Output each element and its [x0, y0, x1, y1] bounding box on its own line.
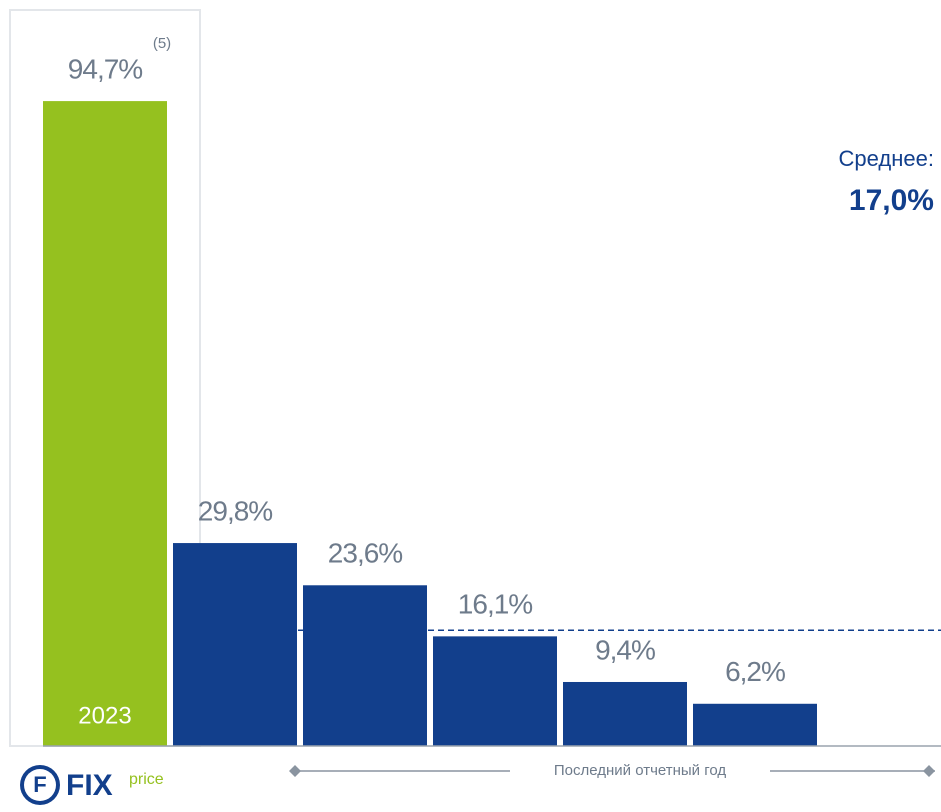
value-label: 29,8% — [198, 495, 272, 526]
logo-mark: F — [33, 772, 46, 797]
bar — [433, 636, 557, 746]
bar — [563, 681, 687, 746]
average-value: 17,0% — [849, 184, 934, 217]
period-gap — [510, 760, 770, 782]
logo-name: FIX — [66, 769, 113, 802]
average-label: Среднее: — [839, 146, 934, 171]
bar — [173, 543, 297, 746]
footnote: (5) — [153, 35, 171, 52]
logo-ring — [24, 769, 56, 801]
value-label: 16,1% — [458, 589, 532, 620]
value-label: 94,7% — [68, 53, 142, 84]
value-label: 6,2% — [725, 656, 785, 687]
category-label: 2023 — [78, 702, 131, 729]
bar — [693, 703, 817, 746]
period-label: Последний отчетный год — [554, 762, 727, 779]
bar — [43, 101, 167, 746]
logo-suffix: price — [129, 771, 164, 788]
value-label: 23,6% — [328, 538, 402, 569]
value-label: 9,4% — [595, 634, 655, 665]
bar — [303, 585, 427, 746]
